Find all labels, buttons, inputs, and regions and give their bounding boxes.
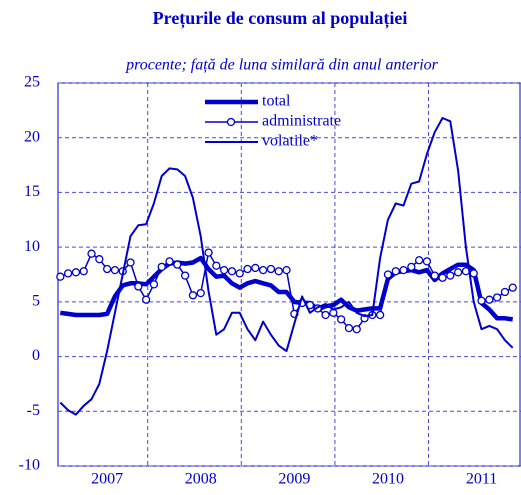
marker <box>196 288 205 298</box>
marker <box>282 265 291 275</box>
marker <box>165 257 174 266</box>
marker <box>71 268 81 277</box>
marker <box>336 315 346 324</box>
y-tick-label: -10 <box>19 457 40 474</box>
marker <box>251 263 260 273</box>
y-tick-label: 20 <box>24 128 40 145</box>
y-tick-label: 25 <box>24 74 40 91</box>
x-tick-label: 2011 <box>466 471 497 488</box>
marker <box>141 295 151 304</box>
marker <box>212 261 221 270</box>
marker <box>173 260 182 269</box>
marker <box>134 282 143 291</box>
marker <box>204 248 213 257</box>
marker <box>266 264 276 274</box>
marker <box>149 280 159 289</box>
marker <box>321 310 330 320</box>
marker <box>110 265 120 275</box>
x-tick-label: 2009 <box>278 471 310 488</box>
marker <box>95 255 104 264</box>
chart-title: Prețurile de consum al populației <box>153 8 408 29</box>
marker <box>430 271 439 280</box>
y-tick-label: 0 <box>32 347 40 364</box>
marker <box>235 269 244 278</box>
marker <box>391 267 400 276</box>
legend-label: total <box>262 93 291 110</box>
marker <box>243 264 252 274</box>
marker <box>352 325 361 334</box>
legend-label: administrate <box>262 113 341 130</box>
x-tick-label: 2010 <box>372 471 404 488</box>
marker <box>157 262 166 271</box>
marker <box>63 269 73 278</box>
marker <box>438 273 447 282</box>
marker <box>477 296 486 305</box>
y-tick-label: 15 <box>24 183 40 200</box>
y-tick-label: -5 <box>27 402 40 419</box>
marker <box>180 271 190 280</box>
marker <box>258 265 268 275</box>
marker <box>508 283 517 292</box>
x-tick-label: 2007 <box>91 471 123 488</box>
marker <box>126 258 135 267</box>
marker <box>492 293 502 302</box>
legend-label: volatile* <box>262 133 318 150</box>
marker <box>188 291 198 300</box>
x-tick-label: 2008 <box>185 471 217 488</box>
marker <box>79 267 88 276</box>
legend-marker <box>226 117 236 127</box>
y-tick-label: 10 <box>24 238 40 255</box>
marker <box>219 265 229 275</box>
marker <box>422 257 432 266</box>
marker <box>469 269 478 278</box>
marker <box>102 264 112 274</box>
marker <box>56 272 65 281</box>
marker <box>383 270 393 279</box>
marker <box>375 310 385 320</box>
marker <box>87 249 96 258</box>
marker <box>414 256 424 265</box>
marker <box>407 262 416 271</box>
marker <box>399 265 408 275</box>
marker <box>446 271 455 280</box>
series-line <box>59 117 514 416</box>
marker <box>485 295 494 304</box>
chart-subtitle: procente; față de luna similară din anul… <box>125 57 439 74</box>
marker <box>274 267 283 276</box>
marker <box>453 268 463 277</box>
y-tick-label: 5 <box>32 293 40 310</box>
marker <box>500 287 510 297</box>
marker <box>344 323 354 333</box>
marker <box>227 267 237 276</box>
